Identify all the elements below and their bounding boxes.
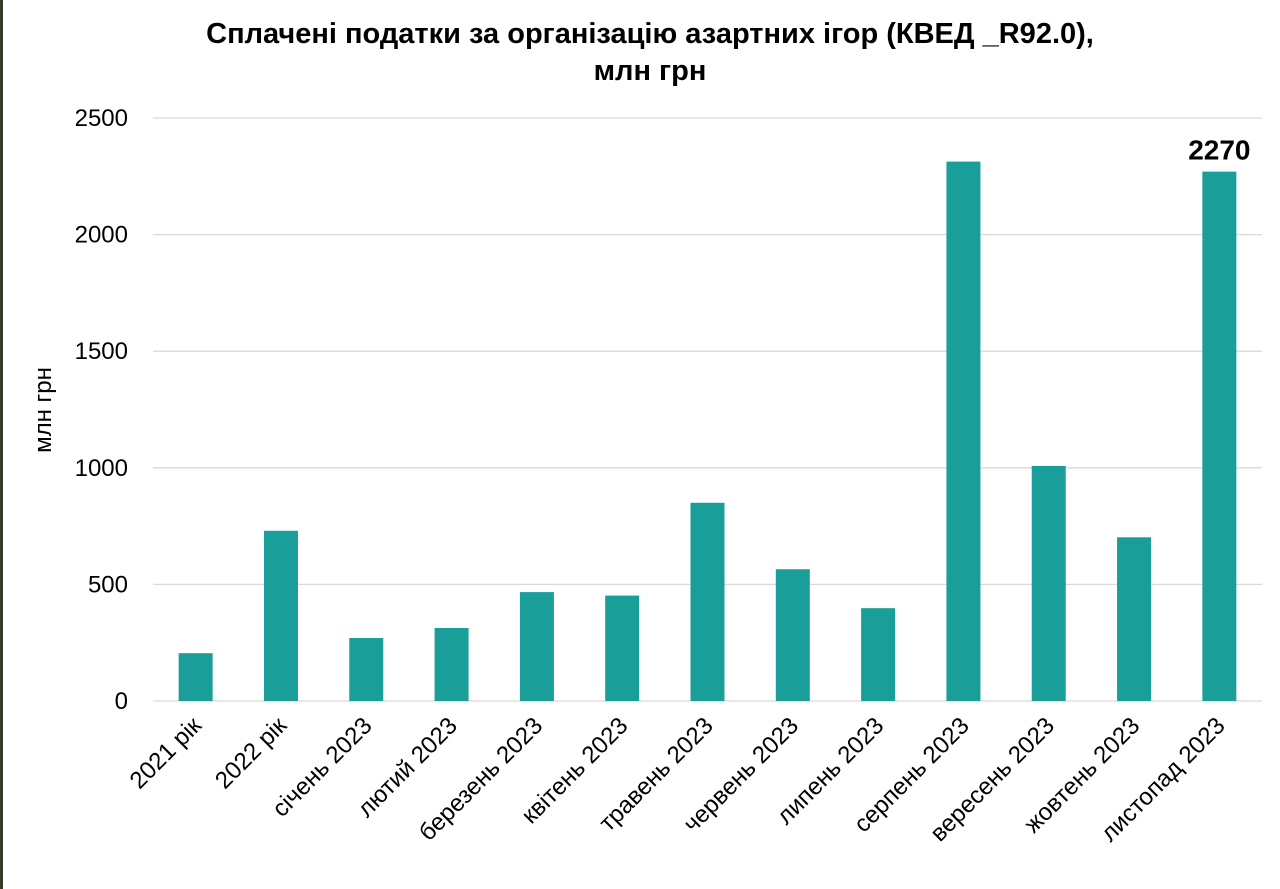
bars bbox=[178, 161, 1237, 702]
data-label: 2270 bbox=[1188, 135, 1250, 166]
bar bbox=[946, 161, 981, 701]
left-border bbox=[0, 0, 3, 889]
bar bbox=[519, 592, 554, 701]
x-tick-label: 2022 рік bbox=[210, 712, 293, 795]
y-axis-ticks: 0 500 1000 1500 2000 2500 bbox=[75, 105, 128, 715]
bar bbox=[1117, 537, 1152, 701]
y-axis-label: млн грн bbox=[30, 367, 57, 453]
bar bbox=[775, 569, 810, 701]
bar bbox=[349, 638, 384, 701]
bar bbox=[178, 653, 213, 701]
bar bbox=[861, 608, 896, 701]
chart-title-line-2: млн грн bbox=[593, 55, 707, 87]
chart-title-line-1: Сплачені податки за організацію азартних… bbox=[206, 18, 1094, 50]
y-tick-label: 2500 bbox=[75, 105, 128, 132]
y-tick-label: 2000 bbox=[75, 222, 128, 249]
y-tick-label: 1000 bbox=[75, 455, 128, 482]
bar bbox=[1202, 171, 1237, 702]
bar bbox=[690, 502, 725, 701]
data-labels: 2270 bbox=[1188, 135, 1250, 166]
bar bbox=[1031, 465, 1066, 701]
bar bbox=[263, 530, 298, 701]
x-tick-label: 2021 рік bbox=[125, 712, 208, 795]
chart-title: Сплачені податки за організацію азартних… bbox=[0, 16, 1280, 90]
y-tick-label: 1500 bbox=[75, 338, 128, 365]
bar bbox=[434, 628, 469, 701]
y-tick-label: 0 bbox=[115, 688, 128, 715]
bar bbox=[605, 595, 640, 701]
y-tick-label: 500 bbox=[88, 571, 128, 598]
gridlines bbox=[153, 117, 1262, 702]
